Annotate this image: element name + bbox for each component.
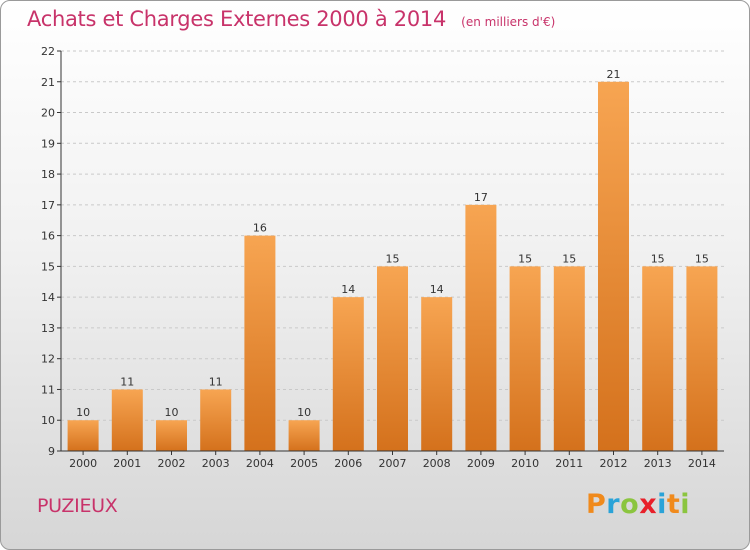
bar-2006[interactable] — [332, 297, 364, 451]
logo-letter: P — [586, 489, 607, 520]
y-tick-label: 22 — [41, 45, 55, 58]
x-tick-label: 2007 — [379, 457, 407, 470]
y-tick-label: 9 — [48, 445, 55, 458]
y-tick-label: 10 — [41, 414, 55, 427]
value-label-2013: 15 — [651, 252, 665, 265]
logo-letter: r — [606, 489, 621, 520]
value-label-2009: 17 — [474, 191, 488, 204]
logo-letter: o — [620, 489, 640, 520]
bar-2013[interactable] — [642, 266, 674, 451]
bar-2007[interactable] — [377, 266, 408, 451]
x-tick-label: 2003 — [202, 457, 230, 470]
bar-2009[interactable] — [465, 204, 497, 451]
value-label-2003: 11 — [209, 375, 223, 388]
commune-name: PUZIEUX — [37, 495, 118, 517]
chart-title-block: Achats et Charges Externes 2000 à 2014 (… — [27, 7, 555, 31]
value-label-2011: 15 — [562, 252, 576, 265]
bar-2004[interactable] — [244, 235, 276, 451]
value-label-2008: 14 — [430, 283, 444, 296]
x-tick-label: 2013 — [644, 457, 672, 470]
bar-2011[interactable] — [553, 266, 585, 451]
x-tick-label: 2000 — [69, 457, 97, 470]
y-tick-label: 11 — [41, 383, 55, 396]
y-tick-label: 18 — [41, 168, 55, 181]
x-tick-label: 2010 — [511, 457, 539, 470]
bar-2002[interactable] — [156, 420, 187, 451]
data-labels: 10 11 10 11 16 10 14 15 14 17 15 15 21 15 15 — [76, 68, 709, 419]
logo-letter: i — [657, 489, 667, 520]
logo-letter: i — [680, 489, 691, 520]
x-tick-label: 2009 — [467, 457, 495, 470]
value-label-2010: 15 — [518, 252, 532, 265]
y-tick-label: 20 — [41, 107, 55, 120]
proxiti-logo[interactable]: Proxiti — [586, 489, 690, 520]
value-label-2012: 21 — [607, 68, 621, 81]
value-label-2005: 10 — [297, 406, 311, 419]
chart-title: Achats et Charges Externes 2000 à 2014 — [27, 7, 447, 31]
value-label-2002: 10 — [165, 406, 179, 419]
bar-2010[interactable] — [509, 266, 541, 451]
bar-2001[interactable] — [111, 389, 143, 451]
chart-unit: (en milliers d'€) — [461, 15, 556, 29]
x-tick-label: 2005 — [290, 457, 318, 470]
bar-2000[interactable] — [67, 420, 99, 451]
y-tick-label: 17 — [41, 199, 55, 212]
x-tick-label: 2001 — [113, 457, 141, 470]
bar-2008[interactable] — [421, 297, 453, 451]
y-tick-label: 15 — [41, 260, 55, 273]
y-tick-label: 13 — [41, 322, 55, 335]
bar-2012[interactable] — [598, 81, 629, 452]
y-tick-label: 12 — [41, 353, 55, 366]
bar-2005[interactable] — [288, 420, 320, 451]
value-label-2001: 11 — [120, 375, 134, 388]
x-tick-label: 2002 — [158, 457, 186, 470]
value-label-2007: 15 — [386, 252, 400, 265]
value-label-2004: 16 — [253, 222, 267, 235]
axes: 9 10 11 12 13 14 15 16 17 18 19 20 21 22 2000 2001 2002 2… — [41, 45, 724, 470]
x-tick-label: 2004 — [246, 457, 274, 470]
x-tick-label: 2014 — [688, 457, 716, 470]
logo-letter: t — [666, 489, 681, 520]
bar-2003[interactable] — [200, 389, 232, 451]
x-tick-label: 2008 — [423, 457, 451, 470]
y-tick-label: 16 — [41, 230, 55, 243]
value-label-2000: 10 — [76, 406, 90, 419]
y-tick-label: 14 — [41, 291, 55, 304]
logo-letter: x — [639, 489, 658, 520]
value-label-2006: 14 — [341, 283, 355, 296]
value-label-2014: 15 — [695, 252, 709, 265]
x-tick-label: 2012 — [600, 457, 628, 470]
x-tick-label: 2011 — [555, 457, 583, 470]
bar-2014[interactable] — [686, 266, 718, 451]
y-tick-label: 21 — [41, 76, 55, 89]
bars — [67, 81, 718, 452]
y-tick-label: 19 — [41, 137, 55, 150]
x-tick-label: 2006 — [334, 457, 362, 470]
